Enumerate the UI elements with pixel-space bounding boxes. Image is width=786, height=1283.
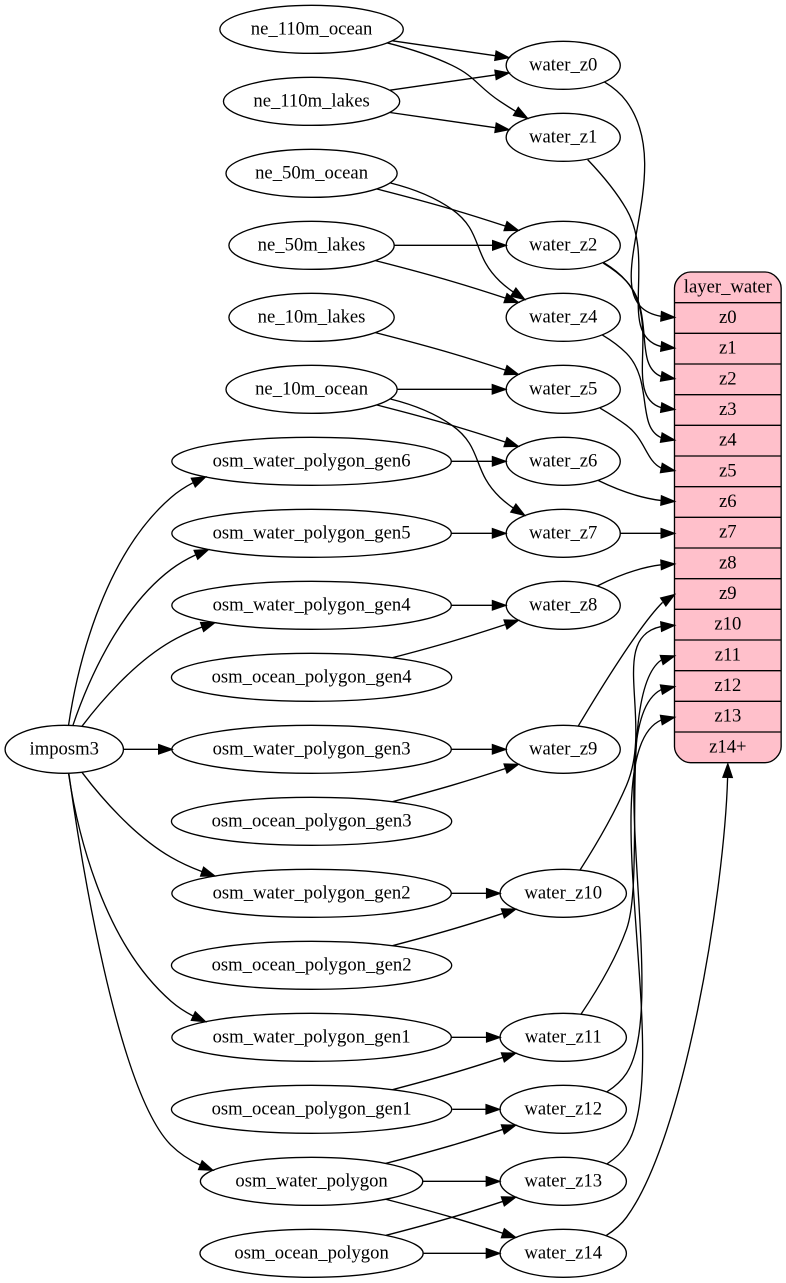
svg-text:ne_10m_lakes: ne_10m_lakes (258, 306, 366, 327)
svg-text:osm_ocean_polygon_gen3: osm_ocean_polygon_gen3 (212, 810, 412, 831)
svg-text:osm_water_polygon: osm_water_polygon (235, 1170, 388, 1191)
svg-text:z13: z13 (714, 706, 741, 727)
svg-text:water_z5: water_z5 (529, 378, 597, 399)
svg-text:layer_water: layer_water (684, 276, 773, 297)
svg-text:osm_ocean_polygon: osm_ocean_polygon (234, 1242, 389, 1263)
svg-text:ne_110m_ocean: ne_110m_ocean (251, 18, 373, 39)
svg-text:water_z9: water_z9 (529, 738, 597, 759)
svg-text:osm_water_polygon_gen4: osm_water_polygon_gen4 (213, 594, 412, 615)
svg-text:water_z4: water_z4 (529, 306, 598, 327)
svg-text:imposm3: imposm3 (30, 738, 99, 759)
svg-text:water_z14: water_z14 (524, 1242, 602, 1263)
svg-text:z7: z7 (719, 522, 737, 543)
svg-text:z4: z4 (719, 430, 737, 451)
svg-text:ne_110m_lakes: ne_110m_lakes (253, 90, 369, 111)
svg-text:z11: z11 (715, 644, 741, 665)
svg-text:water_z7: water_z7 (529, 522, 597, 543)
svg-text:water_z8: water_z8 (529, 594, 597, 615)
svg-text:z0: z0 (719, 307, 737, 328)
svg-text:z3: z3 (719, 399, 737, 420)
svg-text:water_z12: water_z12 (524, 1098, 602, 1119)
svg-text:water_z11: water_z11 (525, 1026, 602, 1047)
svg-text:osm_ocean_polygon_gen4: osm_ocean_polygon_gen4 (212, 666, 413, 687)
svg-text:z12: z12 (714, 675, 741, 696)
svg-text:z10: z10 (714, 614, 741, 635)
svg-text:osm_ocean_polygon_gen2: osm_ocean_polygon_gen2 (212, 954, 412, 975)
svg-text:z2: z2 (719, 368, 737, 389)
svg-text:osm_water_polygon_gen6: osm_water_polygon_gen6 (213, 450, 411, 471)
svg-text:osm_ocean_polygon_gen1: osm_ocean_polygon_gen1 (212, 1098, 412, 1119)
svg-text:water_z10: water_z10 (524, 882, 602, 903)
svg-text:ne_10m_ocean: ne_10m_ocean (255, 378, 369, 399)
svg-text:ne_50m_lakes: ne_50m_lakes (258, 234, 366, 255)
svg-text:osm_water_polygon_gen1: osm_water_polygon_gen1 (213, 1026, 411, 1047)
svg-text:z6: z6 (719, 491, 737, 512)
svg-text:z5: z5 (719, 460, 737, 481)
svg-text:z9: z9 (719, 583, 737, 604)
svg-text:z1: z1 (719, 338, 737, 359)
svg-text:ne_50m_ocean: ne_50m_ocean (255, 162, 369, 183)
svg-text:water_z1: water_z1 (529, 126, 597, 147)
svg-text:water_z0: water_z0 (529, 54, 597, 75)
svg-text:water_z6: water_z6 (529, 450, 597, 471)
svg-text:osm_water_polygon_gen3: osm_water_polygon_gen3 (213, 738, 411, 759)
svg-text:z8: z8 (719, 552, 737, 573)
svg-text:osm_water_polygon_gen5: osm_water_polygon_gen5 (213, 522, 411, 543)
svg-text:water_z13: water_z13 (524, 1170, 602, 1191)
svg-text:z14+: z14+ (709, 736, 746, 757)
svg-text:water_z2: water_z2 (529, 234, 597, 255)
svg-text:osm_water_polygon_gen2: osm_water_polygon_gen2 (213, 882, 411, 903)
